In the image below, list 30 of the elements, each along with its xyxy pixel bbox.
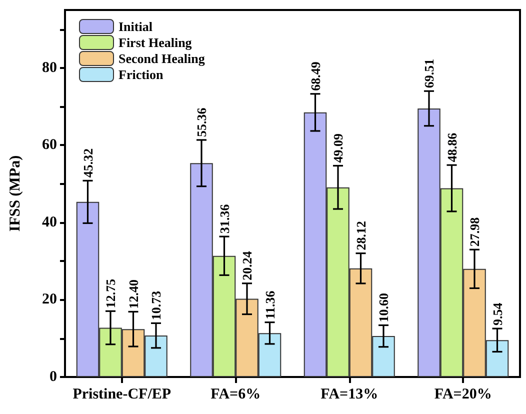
legend-label: Friction	[118, 67, 164, 82]
x-tick-label: FA=20%	[434, 386, 492, 402]
x-tick-label: FA=6%	[210, 386, 261, 402]
y-tick-label: 80	[42, 60, 57, 76]
data-label: 20.24	[240, 250, 254, 280]
data-label: 45.32	[80, 148, 96, 178]
y-tick-label: 60	[42, 137, 57, 154]
legend-label: Second Healing	[118, 51, 206, 66]
data-label: 11.36	[262, 290, 278, 320]
data-label: 9.54	[490, 302, 505, 326]
data-label: 12.75	[103, 278, 118, 308]
x-tick-label: Pristine-CF/EP	[72, 386, 172, 402]
legend-label: Initial	[118, 19, 153, 34]
y-tick-label: 40	[42, 214, 57, 230]
data-label: 49.09	[330, 132, 346, 163]
data-label: 10.73	[148, 290, 164, 320]
data-label: 68.49	[308, 61, 323, 91]
data-label: 55.36	[194, 107, 209, 137]
y-tick-label: 0	[50, 369, 57, 385]
data-label: 48.86	[444, 132, 460, 162]
data-label: 28.12	[353, 221, 368, 250]
data-label: 31.36	[216, 204, 232, 234]
legend-label: First Healing	[118, 35, 192, 50]
data-label: 10.60	[376, 292, 391, 322]
y-tick-label: 20	[42, 292, 57, 308]
x-tick-label: FA=13%	[320, 386, 378, 402]
data-label: 69.51	[422, 58, 436, 88]
y-axis-title: IFSS (MPa)	[8, 155, 24, 232]
data-label: 12.40	[126, 279, 141, 309]
data-label: 27.98	[467, 216, 482, 247]
